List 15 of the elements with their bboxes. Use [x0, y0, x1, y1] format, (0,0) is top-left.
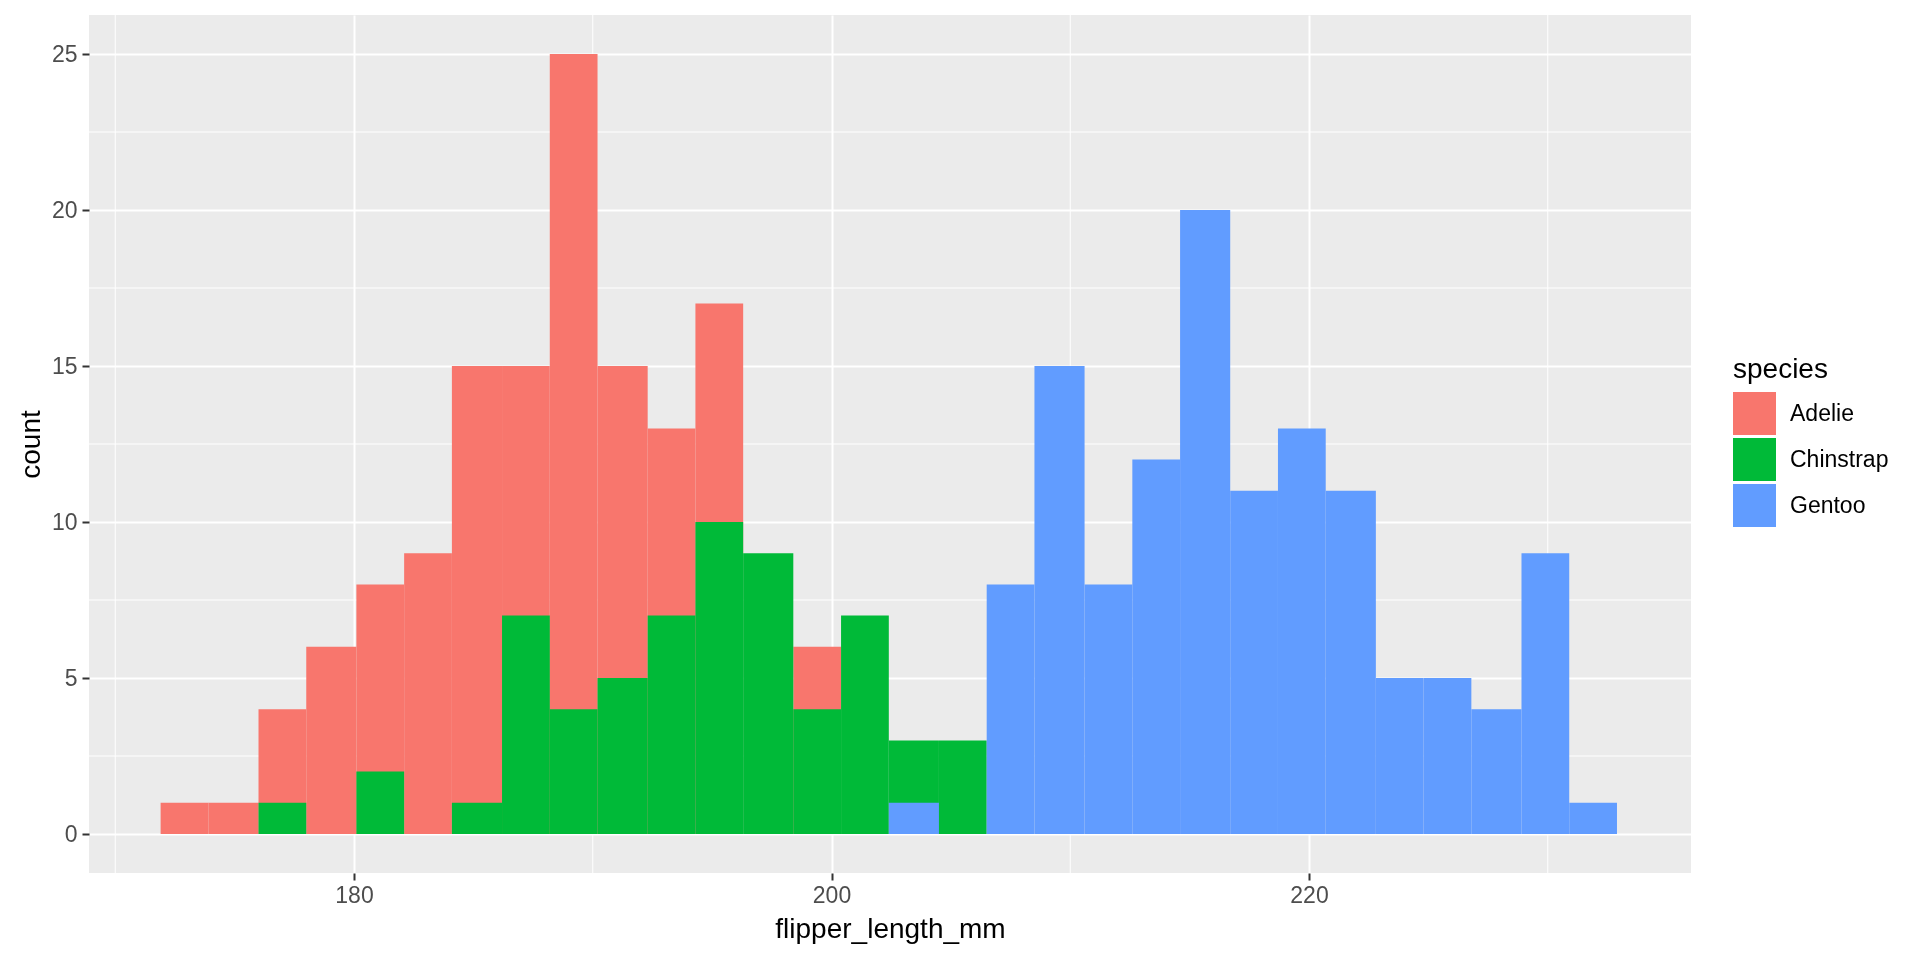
- x-tick-label: 200: [812, 881, 852, 908]
- legend-label: Chinstrap: [1790, 445, 1889, 472]
- y-axis-title: count: [14, 410, 46, 479]
- x-axis-title: flipper_length_mm: [775, 912, 1006, 944]
- x-tick-label: 180: [335, 881, 374, 908]
- x-tick-label: 220: [1290, 881, 1329, 908]
- y-tick-label: 15: [51, 352, 78, 379]
- y-tick-label: 0: [64, 820, 78, 847]
- y-tick-label: 10: [51, 508, 78, 535]
- legend-label: Gentoo: [1790, 491, 1866, 518]
- y-tick-label: 5: [64, 664, 78, 691]
- legend-label: Adelie: [1790, 399, 1854, 426]
- legend-title: species: [1733, 353, 1828, 384]
- y-tick-label: 25: [51, 40, 78, 67]
- y-tick-label: 20: [51, 196, 78, 223]
